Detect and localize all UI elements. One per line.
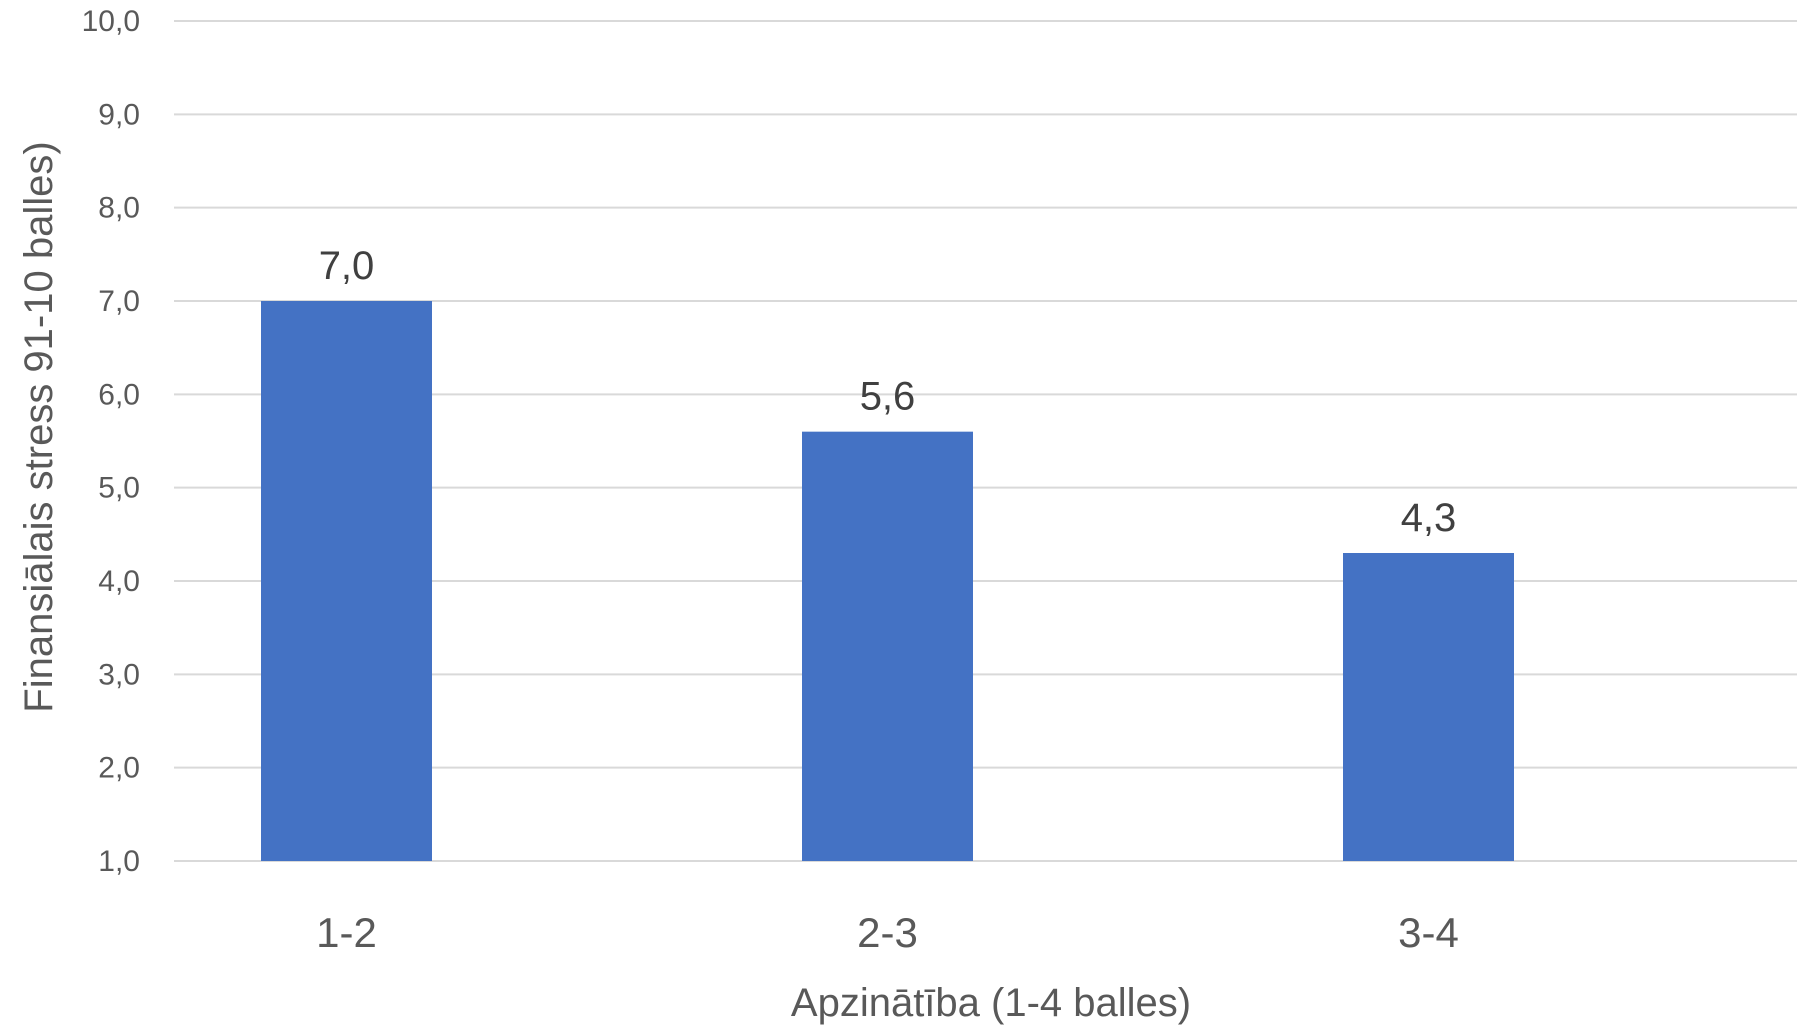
x-axis-title: Apzinātība (1-4 balles) bbox=[791, 981, 1191, 1025]
bar-2-3 bbox=[802, 431, 973, 861]
y-tick-label: 6,0 bbox=[98, 378, 140, 411]
y-axis-title: Finansiālais stress 91-10 balles) bbox=[17, 141, 61, 712]
y-tick-label: 3,0 bbox=[98, 658, 140, 691]
x-tick-label: 2-3 bbox=[857, 909, 918, 956]
y-axis-ticks: 1,0 2,0 3,0 4,0 5,0 6,0 7,0 8,0 9,0 10,0 bbox=[82, 5, 140, 878]
data-label: 7,0 bbox=[319, 244, 375, 288]
bar-3-4 bbox=[1343, 553, 1514, 861]
y-tick-label: 10,0 bbox=[82, 5, 140, 38]
y-tick-label: 4,0 bbox=[98, 565, 140, 598]
data-label: 4,3 bbox=[1401, 496, 1457, 540]
y-tick-label: 7,0 bbox=[98, 285, 140, 318]
data-label: 5,6 bbox=[860, 375, 916, 419]
gridlines bbox=[174, 20, 1797, 862]
y-tick-label: 2,0 bbox=[98, 752, 140, 785]
x-axis-ticks: 1-2 2-3 3-4 bbox=[316, 909, 1459, 956]
data-labels: 7,0 5,6 4,3 bbox=[319, 244, 1457, 540]
y-tick-label: 1,0 bbox=[98, 845, 140, 878]
x-tick-label: 3-4 bbox=[1398, 909, 1459, 956]
bars bbox=[261, 301, 1514, 861]
y-tick-label: 9,0 bbox=[98, 98, 140, 131]
x-tick-label: 1-2 bbox=[316, 909, 377, 956]
y-tick-label: 5,0 bbox=[98, 472, 140, 505]
bar-1-2 bbox=[261, 301, 432, 861]
y-tick-label: 8,0 bbox=[98, 192, 140, 225]
